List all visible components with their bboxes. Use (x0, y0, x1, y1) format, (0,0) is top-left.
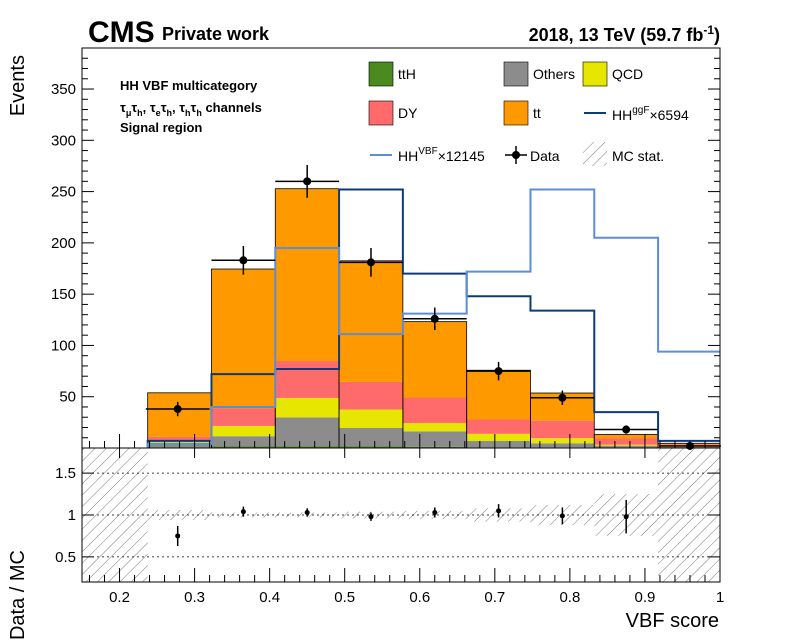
bar-tt (402, 321, 467, 398)
signal-line-hhggf (146, 188, 720, 448)
ratio-point (368, 514, 374, 520)
y-tick-label: 350 (51, 81, 76, 98)
bar-tth (211, 446, 276, 448)
mcstat-band (147, 509, 212, 521)
ratio-point (623, 514, 629, 520)
bar-others (402, 431, 467, 447)
legend-label-qcd: QCD (612, 66, 643, 82)
data-point (173, 405, 182, 414)
bar-others (594, 445, 659, 448)
ratio-y-tick-label: 0.5 (55, 549, 76, 566)
ratio-point (559, 513, 565, 519)
region-label: Signal region (120, 120, 202, 135)
x-tick-label: 0.8 (559, 589, 580, 606)
bar-dy (211, 408, 276, 426)
category-label: HH VBF multicategory (120, 78, 258, 93)
x-tick-label: 0.2 (109, 589, 130, 606)
channels-label: τμτh, τeτh, τhτh channels (120, 100, 262, 118)
bar-qcd (275, 397, 340, 418)
bar-others (466, 441, 531, 448)
ratio-y-tick-label: 1 (68, 507, 76, 524)
bar-tt (594, 434, 659, 439)
y-tick-label: 250 (51, 184, 76, 201)
legend-label-tt: tt (533, 105, 541, 121)
data-point (430, 314, 439, 323)
ratio-point (304, 509, 310, 515)
legend-label-hhggf: HHggF×6594 (612, 105, 689, 123)
bar-tth (339, 446, 403, 448)
bar-tt (275, 188, 340, 362)
bar-tth (275, 446, 340, 448)
bar-qcd (594, 444, 659, 446)
signal-line-hhvbf (146, 188, 720, 448)
bar-dy (147, 436, 212, 440)
legend-label-mcstat: MC stat. (612, 148, 664, 164)
x-tick-label: 0.7 (484, 589, 505, 606)
bar-qcd (402, 423, 467, 432)
y-tick-label: 300 (51, 132, 76, 149)
ratio-point (496, 508, 502, 514)
x-tick-label: 1 (716, 589, 724, 606)
legend-label-tth: ttH (398, 66, 416, 82)
bar-dy (402, 397, 467, 424)
ratio-y-tick-label: 1.5 (55, 465, 76, 482)
bar-dy (339, 381, 403, 410)
legend-swatch-mcstat (583, 142, 607, 166)
legend-label-others: Others (533, 66, 575, 82)
legend-label-data: Data (530, 148, 560, 164)
data-point (622, 425, 631, 434)
bar-dy (466, 419, 531, 434)
legend-swatch-tth (368, 61, 394, 87)
legend-label-hhvbf: HHVBF×12145 (398, 146, 485, 164)
bar-dy (530, 420, 595, 439)
private-work-label: Private work (162, 24, 270, 44)
bar-tt (147, 392, 212, 437)
bar-dy (275, 361, 340, 398)
x-tick-label: 0.6 (409, 589, 430, 606)
y-tick-label: 200 (51, 235, 76, 252)
y-axis-title: Events (7, 55, 29, 116)
bar-tt (211, 269, 276, 409)
legend: ttH Others QCD DY tt HHggF×6594 HHVBF×12… (368, 61, 689, 166)
x-tick-label: 0.4 (259, 589, 280, 606)
x-tick-label: 0.9 (635, 589, 656, 606)
ratio-y-axis-title: Data / MC (7, 550, 29, 640)
data-point (494, 367, 503, 376)
bar-tt (339, 260, 403, 382)
bar-qcd (466, 433, 531, 442)
legend-label-dy: DY (398, 105, 418, 121)
lumi-label: 2018, 13 TeV (59.7 fb-1) (529, 23, 720, 45)
bar-others (275, 417, 340, 447)
x-tick-label: 0.3 (184, 589, 205, 606)
data-point (558, 393, 567, 402)
ratio-point (432, 509, 438, 515)
main-panel: 50 100 150 200 250 300 350 (51, 47, 721, 450)
ratio-panel: 0.5 1 1.5 0.2 0.3 0.4 0.5 0.6 0.7 0.8 0.9 1 (55, 447, 724, 606)
bar-qcd (339, 409, 403, 428)
y-tick-label: 50 (59, 389, 76, 406)
data-point (366, 258, 375, 267)
bar-qcd (530, 438, 595, 444)
x-tick-label: 0.5 (334, 589, 355, 606)
bar-qcd (211, 425, 276, 437)
bar-others (339, 428, 403, 447)
bar-others (530, 443, 595, 448)
x-axis-title: VBF score (626, 610, 719, 632)
legend-swatch-qcd (582, 61, 608, 87)
legend-swatch-tt (503, 100, 529, 126)
data-point (239, 256, 248, 265)
experiment-label: CMS (88, 16, 155, 49)
legend-swatch-dy (368, 100, 394, 126)
y-tick-label: 150 (51, 286, 76, 303)
legend-swatch-others (503, 61, 529, 87)
ratio-point (175, 533, 181, 539)
legend-marker-data (512, 151, 520, 159)
data-point (303, 177, 312, 186)
bar-dy (594, 438, 659, 445)
ratio-point (240, 509, 246, 515)
y-tick-label: 100 (51, 337, 76, 354)
bar-others (211, 436, 276, 447)
